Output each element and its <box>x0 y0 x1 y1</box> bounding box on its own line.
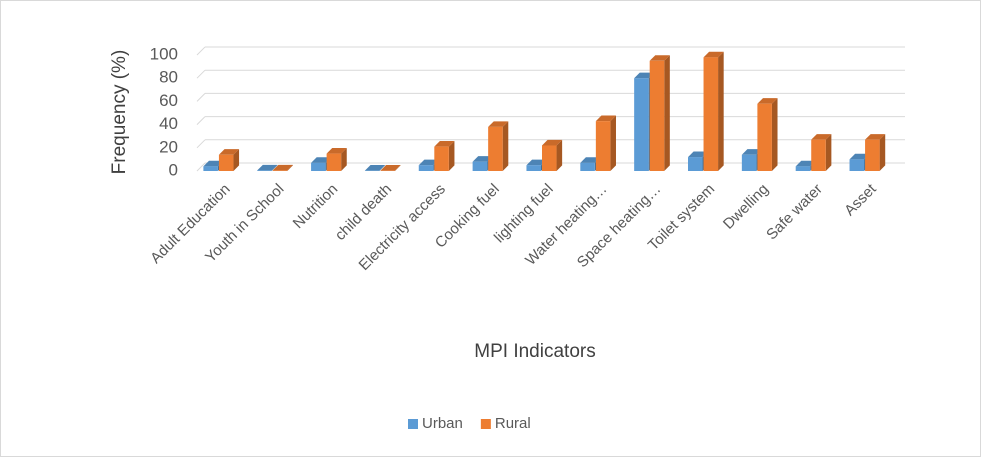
bar <box>703 57 719 171</box>
bar <box>218 154 234 171</box>
grid-line-depth <box>196 93 206 102</box>
y-tick-label: 80 <box>159 68 178 87</box>
bar-top <box>488 121 509 127</box>
grid-line-depth <box>196 139 206 149</box>
bar-top <box>203 160 224 167</box>
grid-line-depth <box>196 46 206 56</box>
bar <box>634 78 649 171</box>
grid-line-depth <box>196 162 206 172</box>
grid-line-depth <box>196 116 206 125</box>
bar <box>795 166 811 171</box>
bar-side <box>502 121 509 171</box>
bar <box>865 139 880 171</box>
bar <box>580 162 595 171</box>
bar-top <box>741 149 762 155</box>
y-tick-label: 60 <box>159 91 178 110</box>
bar-top <box>380 165 401 171</box>
bar-top <box>418 159 439 166</box>
bar <box>688 157 703 171</box>
bar-top <box>272 164 293 171</box>
bar-side <box>825 134 832 171</box>
bar <box>418 165 434 171</box>
bar-side <box>556 139 563 171</box>
bar-side <box>271 164 278 171</box>
bar <box>472 161 488 171</box>
bar-side <box>233 149 240 171</box>
y-axis-title: Frequency (%) <box>109 50 130 175</box>
bar-top <box>595 115 616 122</box>
bar-top <box>634 72 655 79</box>
x-axis-title: MPI Indicators <box>474 341 595 362</box>
legend-label: Urban <box>422 415 463 432</box>
bar-top <box>434 141 455 147</box>
y-tick-label: 100 <box>150 44 178 63</box>
bar-top <box>849 153 870 160</box>
bar-top <box>311 157 332 163</box>
y-tick-label: 20 <box>159 137 178 156</box>
bar-top <box>218 149 240 155</box>
bar <box>811 139 826 171</box>
bar <box>741 154 757 171</box>
bar-side <box>448 141 455 171</box>
bar-top <box>257 164 278 171</box>
bar <box>542 145 557 171</box>
grid-line-depth <box>196 69 206 79</box>
bar-side <box>718 51 724 171</box>
legend-swatch <box>408 419 418 429</box>
legend-label: Rural <box>495 415 531 432</box>
bar-top <box>472 156 493 162</box>
bar <box>849 159 865 171</box>
bar-side <box>664 55 670 172</box>
bar-side <box>379 165 386 171</box>
bar-top <box>703 51 724 58</box>
bar <box>326 153 342 171</box>
bar-top <box>795 160 816 167</box>
bar <box>488 126 503 171</box>
bar <box>257 170 272 171</box>
bar <box>757 103 772 171</box>
bar <box>203 166 218 171</box>
bar-top <box>649 55 670 61</box>
bar-side <box>287 164 293 171</box>
bar-top <box>580 157 601 163</box>
bar-top <box>526 159 547 166</box>
bar-top <box>326 148 347 154</box>
bar <box>649 60 665 171</box>
y-tick-label: 40 <box>159 114 178 133</box>
bar-top <box>865 134 886 140</box>
bar <box>526 165 541 171</box>
bar-side <box>879 134 886 171</box>
bar <box>272 170 288 171</box>
bar <box>311 162 326 171</box>
bar <box>434 146 449 171</box>
bar-top <box>364 165 386 171</box>
bar-top <box>811 134 832 140</box>
legend-swatch <box>480 419 491 429</box>
bar-top <box>757 98 778 104</box>
y-tick-label: 0 <box>169 160 178 179</box>
bar-side <box>771 98 778 171</box>
bar-top <box>688 151 709 158</box>
bar-top <box>542 139 563 146</box>
bar-side <box>395 165 401 171</box>
bar-side <box>341 148 347 171</box>
bar-side <box>610 115 616 171</box>
bar <box>595 121 611 171</box>
